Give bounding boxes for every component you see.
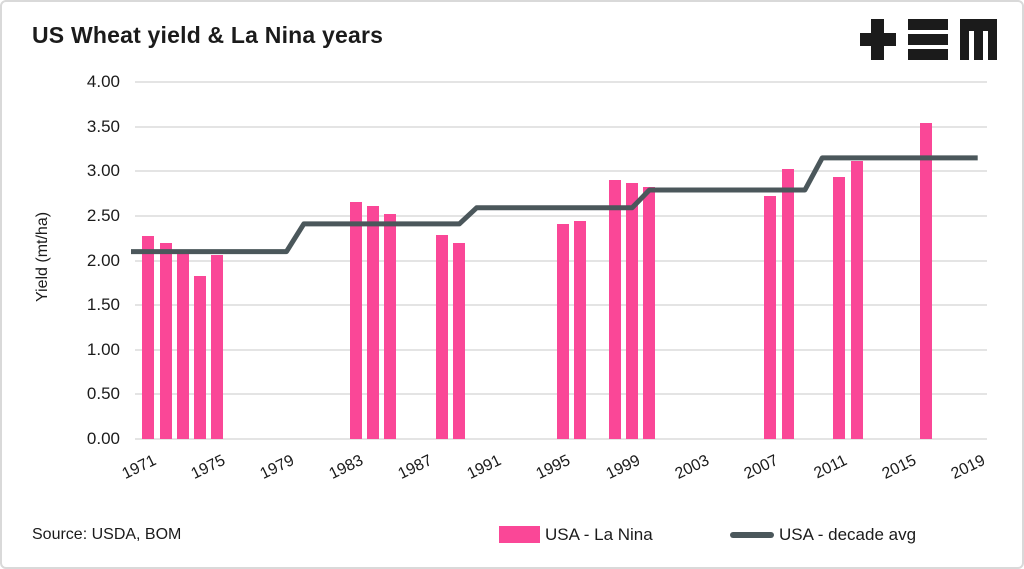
bar-1995 (557, 223, 569, 439)
bar-1985 (384, 214, 397, 439)
gridline (135, 170, 987, 173)
legend-line-swatch (730, 532, 774, 538)
bar-2012 (850, 160, 863, 439)
bar-1996 (574, 221, 587, 439)
y-tick-label: 2.00 (86, 250, 120, 270)
bar-1974 (194, 275, 207, 439)
legend-bar-swatch (499, 526, 540, 543)
y-tick-label: 0.00 (86, 429, 120, 448)
bar-1983 (349, 202, 362, 439)
legend-bar-label: USA - La Nina (545, 525, 653, 544)
y-tick-label: 4.00 (86, 72, 120, 91)
bar-1984 (366, 206, 379, 439)
y-tick-label: 2.50 (86, 205, 120, 225)
y-tick-label: 1.50 (86, 295, 120, 315)
gridline (135, 438, 987, 440)
brand-logo (860, 19, 997, 60)
bar-2000 (643, 187, 656, 439)
bar-1989 (453, 242, 466, 439)
logo-equals-icon (907, 19, 948, 60)
page-title: US Wheat yield & La Nina years (32, 22, 384, 48)
legend-line-label: USA - decade avg (779, 525, 917, 544)
bar-2007 (764, 196, 777, 439)
bar-2008 (781, 169, 794, 439)
logo-m-icon (960, 19, 997, 60)
bar-1998 (608, 180, 621, 439)
logo-plus-icon (860, 19, 896, 60)
y-tick-label: 3.50 (86, 116, 120, 136)
bar-1971 (142, 235, 155, 439)
y-tick-label: 3.00 (86, 161, 120, 181)
y-tick-label: 0.50 (86, 384, 120, 404)
gridline (135, 81, 987, 83)
gridline (135, 125, 987, 128)
bar-1999 (626, 182, 639, 439)
source-text: Source: USDA, BOM (32, 526, 182, 543)
decade-avg-line (131, 155, 978, 255)
bar-1988 (436, 234, 449, 439)
bar-2011 (833, 177, 846, 439)
bar-1973 (176, 249, 189, 439)
gridline (135, 214, 987, 217)
bar-2016 (919, 123, 932, 439)
y-tick-label: 1.00 (86, 339, 120, 359)
bar-1972 (159, 242, 172, 439)
bar-1975 (211, 255, 224, 439)
